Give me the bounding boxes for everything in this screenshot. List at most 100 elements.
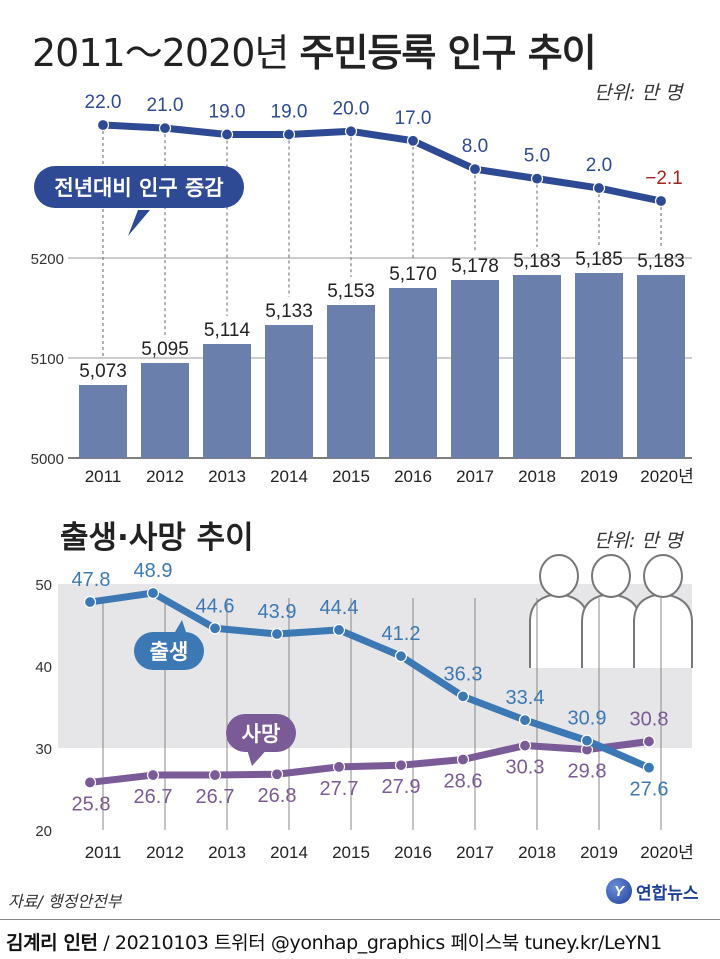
birth-value-label: 44.6 (196, 595, 235, 617)
death-value-label: 27.9 (382, 776, 421, 798)
bar (575, 273, 623, 458)
line-x-tick: 2016 (394, 843, 432, 862)
bar (141, 363, 189, 458)
bar-x-tick: 2015 (332, 467, 370, 486)
change-value-label: 17.0 (395, 108, 432, 129)
bar-x-tick: 2018 (518, 467, 556, 486)
birth-value-label: 33.4 (506, 687, 545, 709)
change-point (96, 118, 110, 132)
credit-footer: 김계리 인턴 / 20210103 트위터 @yonhap_graphics 페… (0, 919, 720, 959)
death-point (642, 735, 656, 748)
birth-value-label: 41.2 (382, 623, 421, 645)
credit-line: 김계리 인턴 / 20210103 트위터 @yonhap_graphics 페… (6, 928, 662, 955)
bar-series (79, 273, 685, 458)
death-point (146, 768, 160, 782)
bar (203, 344, 251, 458)
bar-x-tick: 2020년 (640, 467, 693, 486)
bar-x-tick: 2012 (146, 467, 184, 486)
death-point (208, 768, 222, 782)
change-legend-pill: 전년대비 인구 증감 (34, 166, 244, 236)
death-point (394, 759, 408, 772)
line-value-labels: 47.8 48.9 44.6 43.9 44.4 41.2 36.3 33.4 30.9 27.6… (72, 560, 669, 815)
change-point (406, 134, 420, 147)
bar-x-tick: 2014 (270, 467, 308, 486)
bar (79, 385, 127, 458)
birth-point (642, 761, 656, 774)
connector-dashes (102, 125, 662, 357)
person-silhouette (633, 554, 693, 668)
bar-value-label: 5,185 (575, 249, 623, 270)
death-value-label: 25.8 (72, 793, 111, 815)
unit-label-top: 단위: 만 명 (594, 82, 683, 104)
bar-value-labels: 5,073 5,095 5,114 5,133 5,153 5,170 5,178 5,183… (79, 249, 685, 382)
line-x-tick: 2019 (580, 843, 618, 862)
birth-point (394, 650, 408, 663)
death-line (86, 737, 653, 786)
death-value-label: 29.8 (568, 761, 607, 783)
line-x-tick: 2017 (456, 843, 494, 862)
death-point (456, 753, 470, 766)
change-value-label: 19.0 (209, 101, 246, 122)
change-value-label: 2.0 (586, 155, 612, 176)
line-x-tick: 2020년 (640, 843, 693, 862)
birth-point (332, 623, 346, 637)
bar-value-label: 5,153 (327, 281, 375, 302)
change-value-label: 22.0 (85, 92, 122, 113)
change-point (468, 163, 482, 176)
birth-point (580, 734, 594, 747)
bar (389, 288, 437, 458)
legend-death: 사망 (226, 714, 296, 766)
birth-line (86, 589, 653, 772)
pill-label: 전년대비 인구 증감 (54, 176, 223, 200)
line-x-ticks: 2011 2012 2013 2014 2015 2016 2017 2018 2019 2020… (85, 843, 694, 862)
change-point (158, 122, 172, 135)
line-y-tick: 20 (35, 823, 52, 840)
band (58, 666, 692, 748)
death-value-label: 26.8 (258, 785, 297, 807)
title-years: 2011～2020년 (32, 31, 289, 75)
death-value-label: 27.7 (320, 778, 359, 800)
death-point (332, 760, 346, 773)
line-x-tick: 2014 (270, 843, 308, 862)
change-point (282, 128, 296, 141)
death-value-label: 30.3 (506, 757, 545, 779)
birth-point (208, 622, 222, 635)
line-y-tick: 50 (35, 577, 52, 594)
bar (637, 275, 685, 458)
bar-value-label: 5,133 (265, 301, 313, 322)
change-line (99, 121, 665, 205)
death-point (518, 739, 532, 752)
credit-rest: / 20210103 트위터 @yonhap_graphics 페이스북 tun… (97, 932, 662, 954)
yonhap-logo: Y 연합뉴스 (606, 874, 699, 908)
death-point (270, 768, 284, 781)
change-point (344, 125, 358, 138)
death-point (83, 776, 97, 789)
change-point (592, 181, 606, 195)
change-value-label: 20.0 (333, 98, 370, 119)
birth-value-label: 48.9 (134, 560, 173, 582)
change-value-label: 8.0 (462, 136, 488, 157)
birth-point (518, 714, 532, 727)
bar-value-label: 5,170 (389, 264, 437, 285)
birth-point (270, 627, 284, 641)
bar (451, 280, 499, 458)
title-main-text: 주민등록 인구 추이 (299, 31, 596, 75)
line-x-tick: 2011 (85, 843, 122, 862)
birth-value-label: 47.8 (72, 569, 111, 591)
birth-point (456, 690, 470, 703)
pill-pointer (128, 210, 150, 236)
line-x-tick: 2012 (146, 843, 184, 862)
legend-birth: 출생 (134, 620, 204, 670)
death-value-label: 28.6 (444, 770, 483, 792)
bar-value-label: 5,095 (141, 339, 189, 360)
bar (513, 275, 561, 458)
bar-y-tick: 5200 (31, 251, 64, 268)
line-x-tick: 2015 (332, 843, 370, 862)
bar-value-label: 5,178 (451, 256, 499, 277)
birth-point (146, 586, 160, 600)
source-note: 자료/ 행정안전부 (8, 892, 122, 911)
change-value-label: 5.0 (524, 146, 550, 167)
change-value-label: 21.0 (147, 95, 184, 116)
